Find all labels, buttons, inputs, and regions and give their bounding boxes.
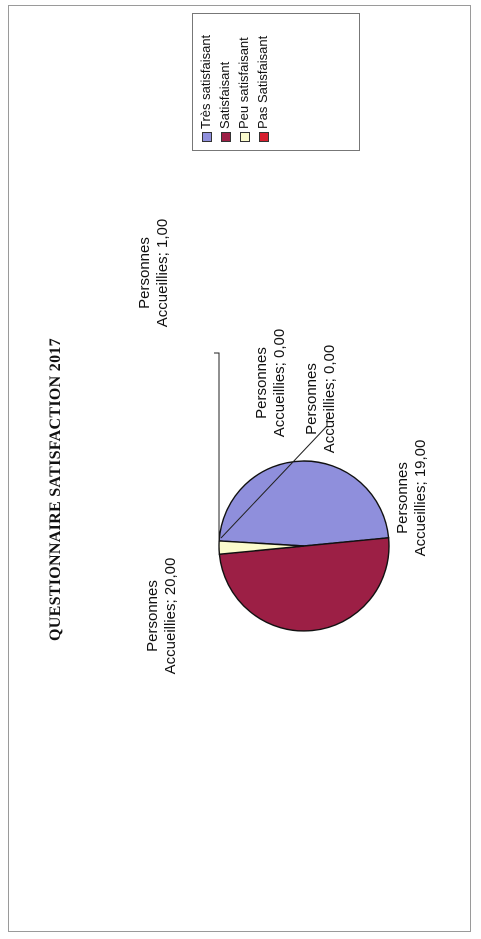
legend-item: Pas Satisfaisant <box>255 20 270 142</box>
data-label-peu-satisfaisant: PersonnesAccueillies; 1,00 <box>136 219 171 327</box>
data-label-pas-satisfaisant: PersonnesAccueillies; 0,00 <box>253 329 288 437</box>
data-label-tres-satisfaisant: PersonnesAccueillies; 19,00 <box>394 440 429 557</box>
pie-slice-satisfaisant <box>218 536 390 632</box>
legend-label: Très satisfaisant <box>198 34 213 129</box>
legend-swatch-pas-satisfaisant <box>259 132 269 142</box>
pie-slice-tres-satisfaisant <box>218 460 390 547</box>
legend-swatch-tres-satisfaisant <box>202 132 212 142</box>
legend-item: Satisfaisant <box>217 20 232 142</box>
chart-legend: Très satisfaisant Satisfaisant Peu satis… <box>192 13 360 151</box>
legend-label: Satisfaisant <box>217 61 232 129</box>
legend-swatch-peu-satisfaisant <box>240 132 250 142</box>
leader-line-pas-satisfaisant <box>220 419 328 539</box>
legend-item: Peu satisfaisant <box>236 20 251 142</box>
chart-stage: QUESTIONNAIRE SATISFACTION 2017 Personne… <box>9 6 470 931</box>
legend-item: Très satisfaisant <box>198 20 213 142</box>
legend-label: Pas Satisfaisant <box>255 35 270 129</box>
data-label-zero: PersonnesAccueillies; 0,00 <box>303 345 338 453</box>
page-frame <box>8 5 471 932</box>
leader-line-peu-satisfaisant <box>214 352 220 548</box>
legend-label: Peu satisfaisant <box>236 37 251 129</box>
legend-swatch-satisfaisant <box>221 132 231 142</box>
data-label-satisfaisant: PersonnesAccueillies; 20,00 <box>144 558 179 675</box>
pie-chart: PersonnesAccueillies; 19,00 PersonnesAccu… <box>136 219 429 675</box>
